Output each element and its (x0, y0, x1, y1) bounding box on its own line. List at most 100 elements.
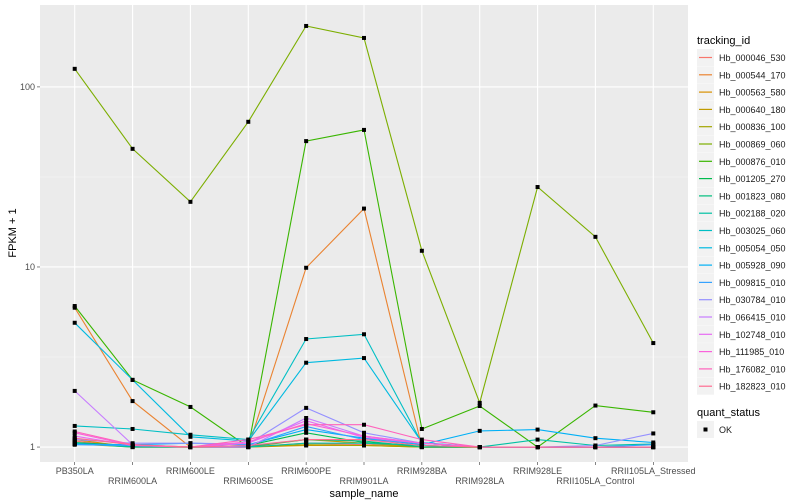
x-tick-label: RRIM600LE (166, 466, 215, 476)
data-point (72, 320, 77, 325)
data-point (477, 428, 482, 433)
x-tick-label: RRIM600SE (223, 476, 273, 486)
data-point (304, 415, 309, 420)
data-point (362, 430, 366, 435)
data-point (651, 431, 656, 436)
data-point (477, 445, 482, 450)
data-point (304, 337, 309, 342)
data-point (419, 437, 424, 442)
legend-label: Hb_001205_270 (719, 174, 786, 184)
data-point (304, 418, 309, 423)
data-point (304, 265, 309, 270)
x-tick-label: RRIM600PE (281, 466, 331, 476)
legend-label: Hb_001823_080 (719, 191, 786, 201)
data-point (130, 442, 135, 447)
data-point (362, 127, 366, 132)
data-point (246, 439, 251, 444)
legend-label: Hb_102748_010 (719, 330, 786, 340)
data-point (72, 436, 77, 441)
legend-label: Hb_005928_090 (719, 261, 786, 271)
data-point (246, 437, 251, 442)
data-point (246, 119, 251, 124)
x-tick-label: RRIM928LA (455, 476, 504, 486)
data-point (477, 400, 482, 405)
data-point (651, 442, 656, 447)
square-point-icon (703, 427, 708, 432)
legend-label: Hb_066415_010 (719, 313, 786, 323)
data-point (188, 199, 193, 204)
x-tick-label: PB350LA (56, 466, 94, 476)
series-points (72, 23, 656, 450)
data-point (419, 443, 424, 448)
data-point (304, 139, 309, 144)
data-point (188, 432, 193, 437)
data-point (535, 445, 540, 450)
legend-label-ok: OK (719, 425, 732, 435)
data-point (362, 422, 366, 427)
data-point (130, 146, 135, 151)
data-point (304, 427, 309, 432)
legend-label: Hb_111985_010 (719, 347, 784, 357)
legend-label: Hb_000836_100 (719, 122, 786, 132)
data-point (304, 23, 309, 28)
data-point (304, 441, 309, 446)
x-tick-label: RRIM901LA (339, 476, 388, 486)
legend-label: Hb_003025_060 (719, 226, 786, 236)
data-point (593, 436, 598, 441)
data-point (593, 403, 598, 408)
legend-label: Hb_176082_010 (719, 364, 786, 374)
legend-label: Hb_005054_050 (719, 243, 786, 253)
y-tick-label: 10 (25, 262, 35, 272)
data-point (188, 404, 193, 409)
legend-label: Hb_182823_010 (719, 382, 786, 392)
data-point (419, 441, 424, 446)
legend-label: Hb_000640_180 (719, 105, 786, 115)
legend: tracking_id Hb_000046_530 Hb_000544_170 Hb… (697, 35, 786, 438)
x-tick-label: RRIM928LE (513, 466, 562, 476)
data-point (304, 430, 309, 435)
data-point (362, 206, 366, 211)
x-axis-title: sample_name (329, 488, 398, 500)
data-point (72, 434, 77, 439)
data-point (651, 341, 656, 346)
legend-label: Hb_000876_010 (719, 157, 786, 167)
legend-label: Hb_000869_060 (719, 140, 786, 150)
data-point (362, 332, 366, 337)
data-point (72, 442, 77, 447)
legend-label: Hb_030784_010 (719, 295, 786, 305)
x-tick-label: RRIM928BA (397, 466, 447, 476)
data-point (188, 434, 193, 439)
data-point (130, 399, 135, 404)
data-point (188, 445, 193, 450)
legend-title-quant-status: quant_status (697, 407, 760, 419)
data-point (72, 66, 77, 71)
data-point (651, 410, 656, 415)
data-point (362, 434, 366, 439)
data-point (362, 35, 366, 40)
data-point (477, 404, 482, 409)
x-tick-label: RRII105LA_Stressed (611, 466, 696, 476)
data-point (304, 422, 309, 427)
x-axis: PB350LA RRIM600LA RRIM600LE RRIM600SE RRIM60… (56, 462, 696, 486)
data-point (72, 423, 77, 428)
data-point (72, 429, 77, 434)
data-point (362, 437, 366, 442)
legend-label: Hb_000046_530 (719, 53, 786, 63)
y-tick-label: 1 (30, 442, 35, 452)
data-point (304, 405, 309, 410)
data-point (535, 427, 540, 432)
data-point (651, 445, 656, 450)
data-point (130, 377, 135, 382)
data-point (419, 248, 424, 253)
legend-label: Hb_000563_580 (719, 88, 786, 98)
data-point (362, 441, 366, 446)
data-point (304, 437, 309, 442)
x-tick-label: RRIM600LA (108, 476, 157, 486)
data-point (246, 443, 251, 448)
data-point (535, 185, 540, 190)
data-point (535, 437, 540, 442)
y-axis: 1 10 100 (20, 82, 40, 452)
y-tick-label: 100 (20, 82, 35, 92)
legend-label: Hb_002188_020 (719, 209, 786, 219)
